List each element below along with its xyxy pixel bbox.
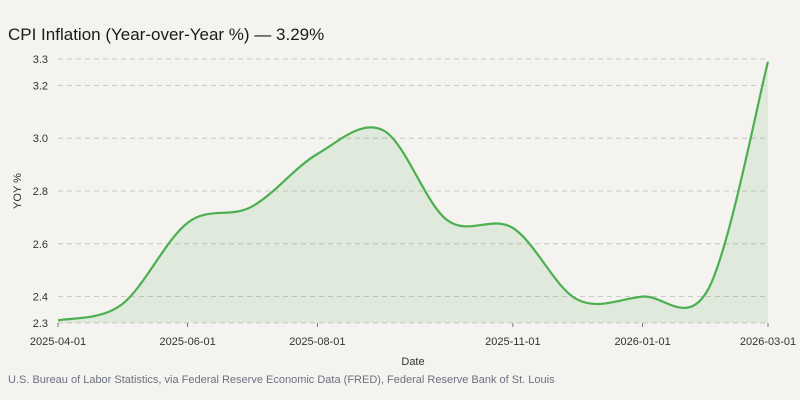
data-point xyxy=(511,226,515,230)
data-point xyxy=(575,297,579,301)
data-point xyxy=(445,218,449,222)
series-line xyxy=(57,61,770,322)
x-tick-label: 2025-04-01 xyxy=(30,336,86,348)
data-point xyxy=(56,318,60,322)
data-point xyxy=(641,295,645,299)
data-point xyxy=(249,205,253,209)
data-point xyxy=(120,303,124,307)
area-fill xyxy=(58,61,768,323)
source-note: U.S. Bureau of Labor Statistics, via Fed… xyxy=(8,374,555,386)
x-axis-label: Date xyxy=(401,356,424,368)
x-tick-label: 2025-11-01 xyxy=(485,336,540,348)
y-axis-label: YOY % xyxy=(12,173,24,209)
x-tick-label: 2026-01-01 xyxy=(614,336,670,348)
chart-title: CPI Inflation (Year-over-Year %) — 3.29% xyxy=(8,25,325,44)
y-tick-label: 2.8 xyxy=(33,186,48,198)
data-point xyxy=(186,221,190,225)
y-tick-label: 2.4 xyxy=(33,292,48,304)
data-point xyxy=(766,60,770,64)
y-tick-label: 2.6 xyxy=(33,239,48,251)
data-point xyxy=(315,152,319,156)
x-tick-label: 2025-06-01 xyxy=(160,336,216,348)
data-point xyxy=(381,128,385,132)
x-tick-label: 2025-08-01 xyxy=(289,336,345,348)
y-tick-label: 2.3 xyxy=(33,318,48,330)
data-point xyxy=(706,287,710,291)
y-tick-label: 3.2 xyxy=(33,80,48,92)
y-tick-label: 3.0 xyxy=(33,133,48,145)
y-tick-label: 3.3 xyxy=(33,54,48,66)
x-tick-label: 2026-03-01 xyxy=(740,336,796,348)
